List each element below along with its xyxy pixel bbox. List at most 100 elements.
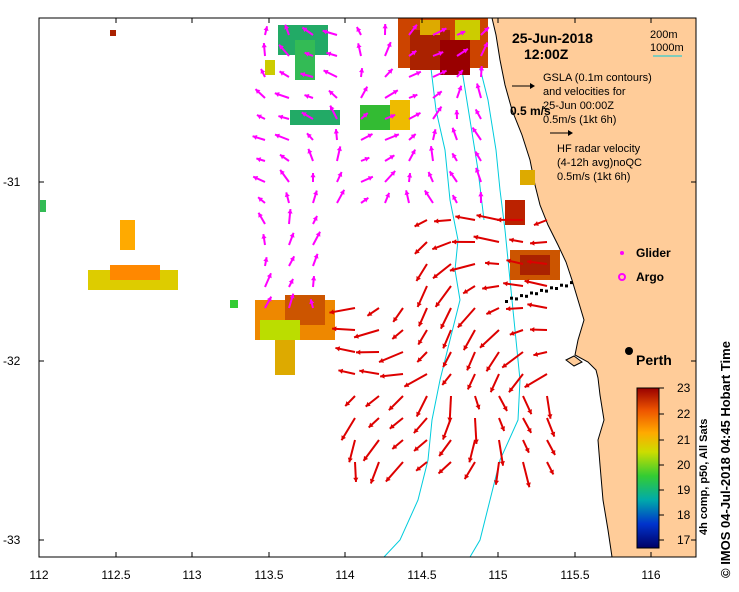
hf-arrow-24 [329,307,356,315]
hf-arrow-29 [457,307,476,329]
colorbar-label-17: 17 [677,533,691,547]
glider-point-9 [550,286,553,290]
hf-legend-scale: 0.5m/s (1kt 6h) [557,171,631,183]
colorbar-label-18: 18 [677,508,691,522]
y-tick-minus-33: -33 [3,533,21,547]
x-tick-115-5: 115.5 [560,568,590,582]
gsla-arrow-77 [427,171,434,183]
hf-arrow-34 [353,329,380,339]
gsla-arrow-7 [432,27,447,36]
gsla-arrow-19 [480,42,489,57]
hf-arrow-40 [509,329,524,336]
gsla-arrow-62 [307,148,314,162]
hf-arrow-53 [380,373,404,379]
gsla-arrow-36 [408,93,418,99]
hf-arrow-42 [335,346,356,353]
gsla-arrow-94 [288,232,295,246]
hf-arrow-5 [533,219,548,226]
hf-arrow-16 [506,258,524,265]
hf-arrow-66 [498,395,508,412]
hf-arrow-54 [403,373,428,388]
glider-point-4 [525,294,528,298]
hf-arrow-89 [385,461,404,483]
hf-arrow-31 [505,306,524,312]
x-tick-114-5: 114.5 [407,568,437,582]
hf-arrow-25 [366,307,380,317]
gsla-arrow-99 [264,272,272,288]
hf-arrow-12 [415,263,428,282]
gsla-arrow-14 [356,43,362,57]
gsla-arrow-74 [360,175,374,183]
gsla-arrow-73 [336,171,343,183]
gsla-arrow-8 [456,30,466,36]
x-tick-116: 116 [641,568,661,582]
gsla-arrow-46 [408,112,421,120]
hf-arrow-70 [368,417,380,429]
hf-arrow-60 [344,395,356,407]
hf-arrow-19 [434,285,452,308]
gsla-arrow-81 [284,192,290,204]
gsla-velocity-arrows [252,23,490,309]
gsla-arrow-100 [288,278,294,288]
glider-point-2 [515,297,518,301]
gsla-arrow-89 [478,191,484,204]
gsla-arrow-23 [323,69,338,78]
gsla-legend-line2: and velocities for [543,86,626,98]
hf-arrow-80 [391,439,404,450]
gsla-arrow-5 [382,23,388,36]
hf-arrow-27 [418,307,428,327]
gsla-arrow-101 [311,275,317,288]
gsla-arrow-39 [475,83,482,99]
gsla-arrow-9 [480,26,490,36]
hf-arrow-15 [484,260,500,266]
gsla-arrow-75 [384,170,396,183]
hf-arrow-73 [442,417,452,440]
depth-legend-200m: 200m [650,29,678,41]
credit-text: © IMOS 04-Jul-2018 04:45 Hobart Time [718,341,733,578]
gsla-arrow-59 [471,127,482,141]
hf-arrow-48 [485,351,500,372]
hf-arrow-43 [355,349,380,355]
gsla-arrow-33 [328,89,338,99]
hf-arrow-56 [466,373,476,390]
hf-arrow-38 [462,329,476,351]
hf-arrow-65 [474,395,481,410]
hf-arrow-76 [522,417,533,434]
gsla-arrow-56 [408,133,417,141]
hf-arrow-47 [466,351,476,371]
colorbar-label-22: 22 [677,407,691,421]
gsla-arrow-78 [448,170,458,183]
glider-track [505,281,573,303]
gsla-arrow-13 [326,51,338,57]
gsla-arrow-79 [475,167,482,183]
gsla-arrow-54 [360,133,373,141]
hf-arrow-51 [338,368,356,375]
hf-arrow-95 [546,461,555,475]
gsla-arrow-71 [279,169,290,183]
hf-arrow-3 [476,213,500,221]
x-tick-114: 114 [335,568,355,582]
gsla-arrow-10 [261,42,267,57]
gsla-arrow-63 [336,146,342,162]
gsla-arrow-61 [279,153,290,162]
gsla-arrow-24 [359,67,365,78]
gsla-arrow-41 [278,114,290,120]
gsla-arrow-52 [306,132,314,141]
gsla-arrow-4 [355,26,362,36]
gsla-arrow-86 [404,190,410,204]
hf-arrow-23 [524,279,548,287]
gsla-arrow-21 [279,70,290,78]
glider-point-8 [545,289,548,293]
gsla-arrow-93 [261,233,267,246]
x-tick-112: 112 [29,568,49,582]
hf-arrow-11 [529,240,548,246]
colorbar-label-19: 19 [677,483,691,497]
hf-arrow-35 [391,329,404,340]
hf-arrow-86 [546,439,556,456]
hf-radar-velocity-arrows [329,213,556,488]
hf-arrow-45 [416,351,428,363]
gsla-arrow-104 [309,299,315,309]
hf-arrow-75 [498,417,506,432]
gsla-arrow-70 [252,175,266,183]
colorbar-title: 4h comp, p50, All Sats [698,418,710,535]
